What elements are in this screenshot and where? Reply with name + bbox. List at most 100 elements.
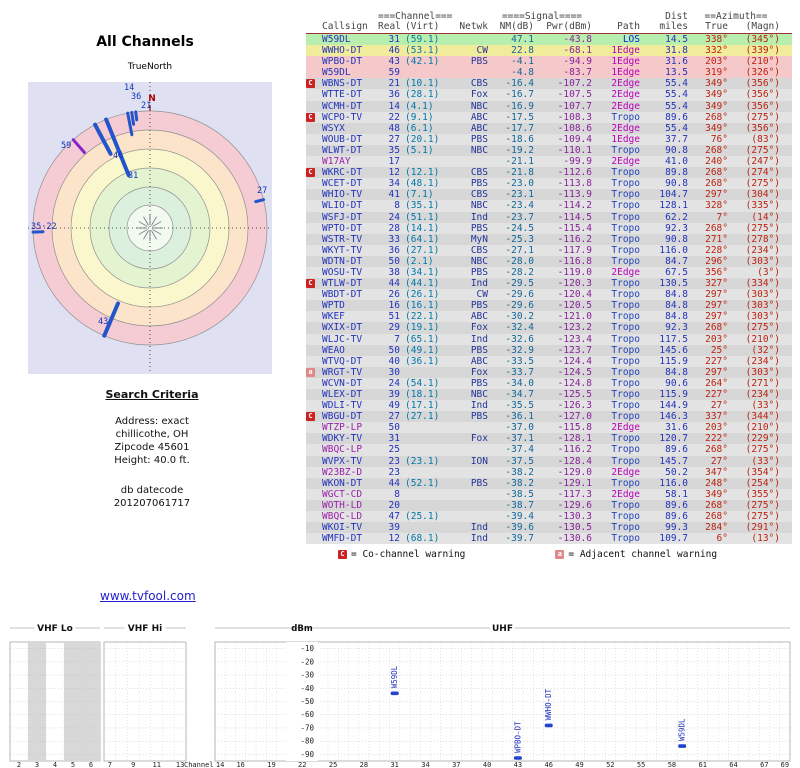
cell-nm: -23.0 xyxy=(505,178,534,190)
table-row: C WBGU-DT 27 (27.1) PBS -36.1 -127.0 Tropo 146.3… xyxy=(306,411,792,423)
cell-true: 297° xyxy=(705,300,728,312)
channel-tick-label: 4 xyxy=(53,761,57,768)
cell-dist: 41.0 xyxy=(665,156,688,168)
cell-magn: (234°) xyxy=(745,244,780,256)
cell-true: 268° xyxy=(705,167,728,179)
band-header-label: VHF Lo xyxy=(37,624,73,634)
header-dist: Dist xyxy=(665,11,688,22)
cell-net xyxy=(448,67,490,78)
cell-virt: (65.1) xyxy=(405,333,440,345)
cell-true: 284° xyxy=(705,522,728,534)
cell-real: 12 xyxy=(388,533,400,545)
co-channel-legend: C = Co-channel warning xyxy=(338,549,465,560)
cell-real: 36 xyxy=(388,89,400,101)
cell-warn xyxy=(306,334,320,345)
cell-callsign: WTTE-DT xyxy=(322,89,363,101)
cell-path: 2Edge xyxy=(611,422,640,434)
channel-tick-label: 58 xyxy=(668,761,676,768)
cell-virt: (23.1) xyxy=(405,455,440,467)
cell-dist: 120.7 xyxy=(659,433,688,445)
cell-warn xyxy=(306,123,320,134)
cell-dist: 89.6 xyxy=(665,499,688,511)
cell-magn: (234°) xyxy=(745,355,780,367)
cell-true: 349° xyxy=(705,100,728,112)
channel-tick-label: 16 xyxy=(236,761,244,768)
cell-pwr: -117.3 xyxy=(557,488,592,500)
adjacent-channel-legend: a = Adjacent channel warning xyxy=(555,549,717,560)
cell-dist: 67.5 xyxy=(665,266,688,278)
cell-path: 1Edge xyxy=(611,67,640,79)
channel-tick-label: 11 xyxy=(152,761,160,768)
cell-virt: (36.1) xyxy=(405,355,440,367)
cell-warn: a xyxy=(306,367,320,378)
cell-real: 49 xyxy=(388,400,400,412)
tvfool-link[interactable]: www.tvfool.com xyxy=(100,589,196,603)
header-pwr: Pwr(dBm) xyxy=(546,21,592,32)
cell-true: 203° xyxy=(705,56,728,68)
cell-warn xyxy=(306,267,320,278)
cell-net: PBS xyxy=(470,344,488,356)
cell-net: Ind xyxy=(470,533,488,545)
channel-table: ===Channel=== ====Signal==== Dist ==Azim… xyxy=(306,12,792,560)
cell-pwr: -124.5 xyxy=(557,366,592,378)
channel-tick-label: 5 xyxy=(71,761,75,768)
cell-net: PBS xyxy=(470,133,488,145)
table-row: a WRGT-TV 30 Fox -33.7 -124.5 Tropo 84.8 297° (30… xyxy=(306,366,792,378)
dbm-tick-label: -30 xyxy=(300,671,314,680)
cell-path: Tropo xyxy=(611,411,640,423)
cell-warn xyxy=(306,134,320,145)
cell-warn xyxy=(306,433,320,444)
cell-true: 297° xyxy=(705,289,728,301)
signal-marker-label: WWHO-DT xyxy=(544,688,553,720)
radar-marker-label: 27 xyxy=(257,186,267,196)
criteria-address: Address: exact xyxy=(115,416,189,427)
cell-path: Tropo xyxy=(611,389,640,400)
channel-tick-label: 19 xyxy=(267,761,275,768)
cell-true: 203° xyxy=(705,333,728,345)
cell-pwr: -115.8 xyxy=(557,422,592,434)
table-row: WVPX-TV 23 (23.1) ION -37.5 -128.4 Tropo 145.7 2… xyxy=(306,455,792,467)
cell-warn xyxy=(306,200,320,211)
cell-magn: (326°) xyxy=(745,67,780,79)
cell-real: 46 xyxy=(388,45,400,57)
cell-dist: 55.4 xyxy=(665,89,688,101)
cell-virt: (25.1) xyxy=(405,511,440,523)
cell-real: 39 xyxy=(388,522,400,534)
cell-nm: -27.1 xyxy=(505,244,534,256)
cell-virt xyxy=(402,422,448,433)
cell-dist: 62.2 xyxy=(665,211,688,223)
cell-real: 31 xyxy=(388,433,400,445)
co-channel-warning-icon: C xyxy=(306,168,315,178)
cell-pwr: -107.2 xyxy=(557,78,592,90)
cell-dist: 116.0 xyxy=(659,244,688,256)
cell-virt: (51.1) xyxy=(405,211,440,223)
cell-net: NBC xyxy=(470,389,488,400)
cell-dist: 89.6 xyxy=(665,111,688,123)
cell-nm: -34.0 xyxy=(505,377,534,389)
criteria-city: chillicothe, OH xyxy=(115,429,189,440)
table-row: WMFD-DT 12 (68.1) Ind -39.7 -130.6 Tropo 109.7 6… xyxy=(306,533,792,545)
cell-dist: 145.6 xyxy=(659,344,688,356)
channel-tick-label: 67 xyxy=(760,761,768,768)
cell-real: 20 xyxy=(388,499,400,511)
cell-magn: (344°) xyxy=(745,411,780,423)
cell-path: Tropo xyxy=(611,499,640,511)
cell-pwr: -114.5 xyxy=(557,211,592,223)
cell-real: 25 xyxy=(388,444,400,456)
cell-magn: (210°) xyxy=(745,333,780,345)
criteria-zipcode: Zipcode 45601 xyxy=(114,442,190,453)
cell-true: 349° xyxy=(705,89,728,101)
cell-magn: (278°) xyxy=(745,233,780,245)
cell-magn: (234°) xyxy=(745,389,780,400)
cell-path: Tropo xyxy=(611,233,640,245)
table-row: WLJC-TV 7 (65.1) Ind -32.6 -123.4 Tropo 117.5 20… xyxy=(306,333,792,345)
cell-pwr: -120.3 xyxy=(557,278,592,290)
cell-nm: -38.7 xyxy=(505,499,534,511)
cell-path: Tropo xyxy=(611,289,640,301)
cell-true: 268° xyxy=(705,178,728,190)
radar-marker-label: 43 xyxy=(98,317,108,327)
cell-callsign: WBQC-LD xyxy=(322,511,363,523)
channel-tick-label: 22 xyxy=(298,761,306,768)
cell-pwr: -109.4 xyxy=(557,133,592,145)
